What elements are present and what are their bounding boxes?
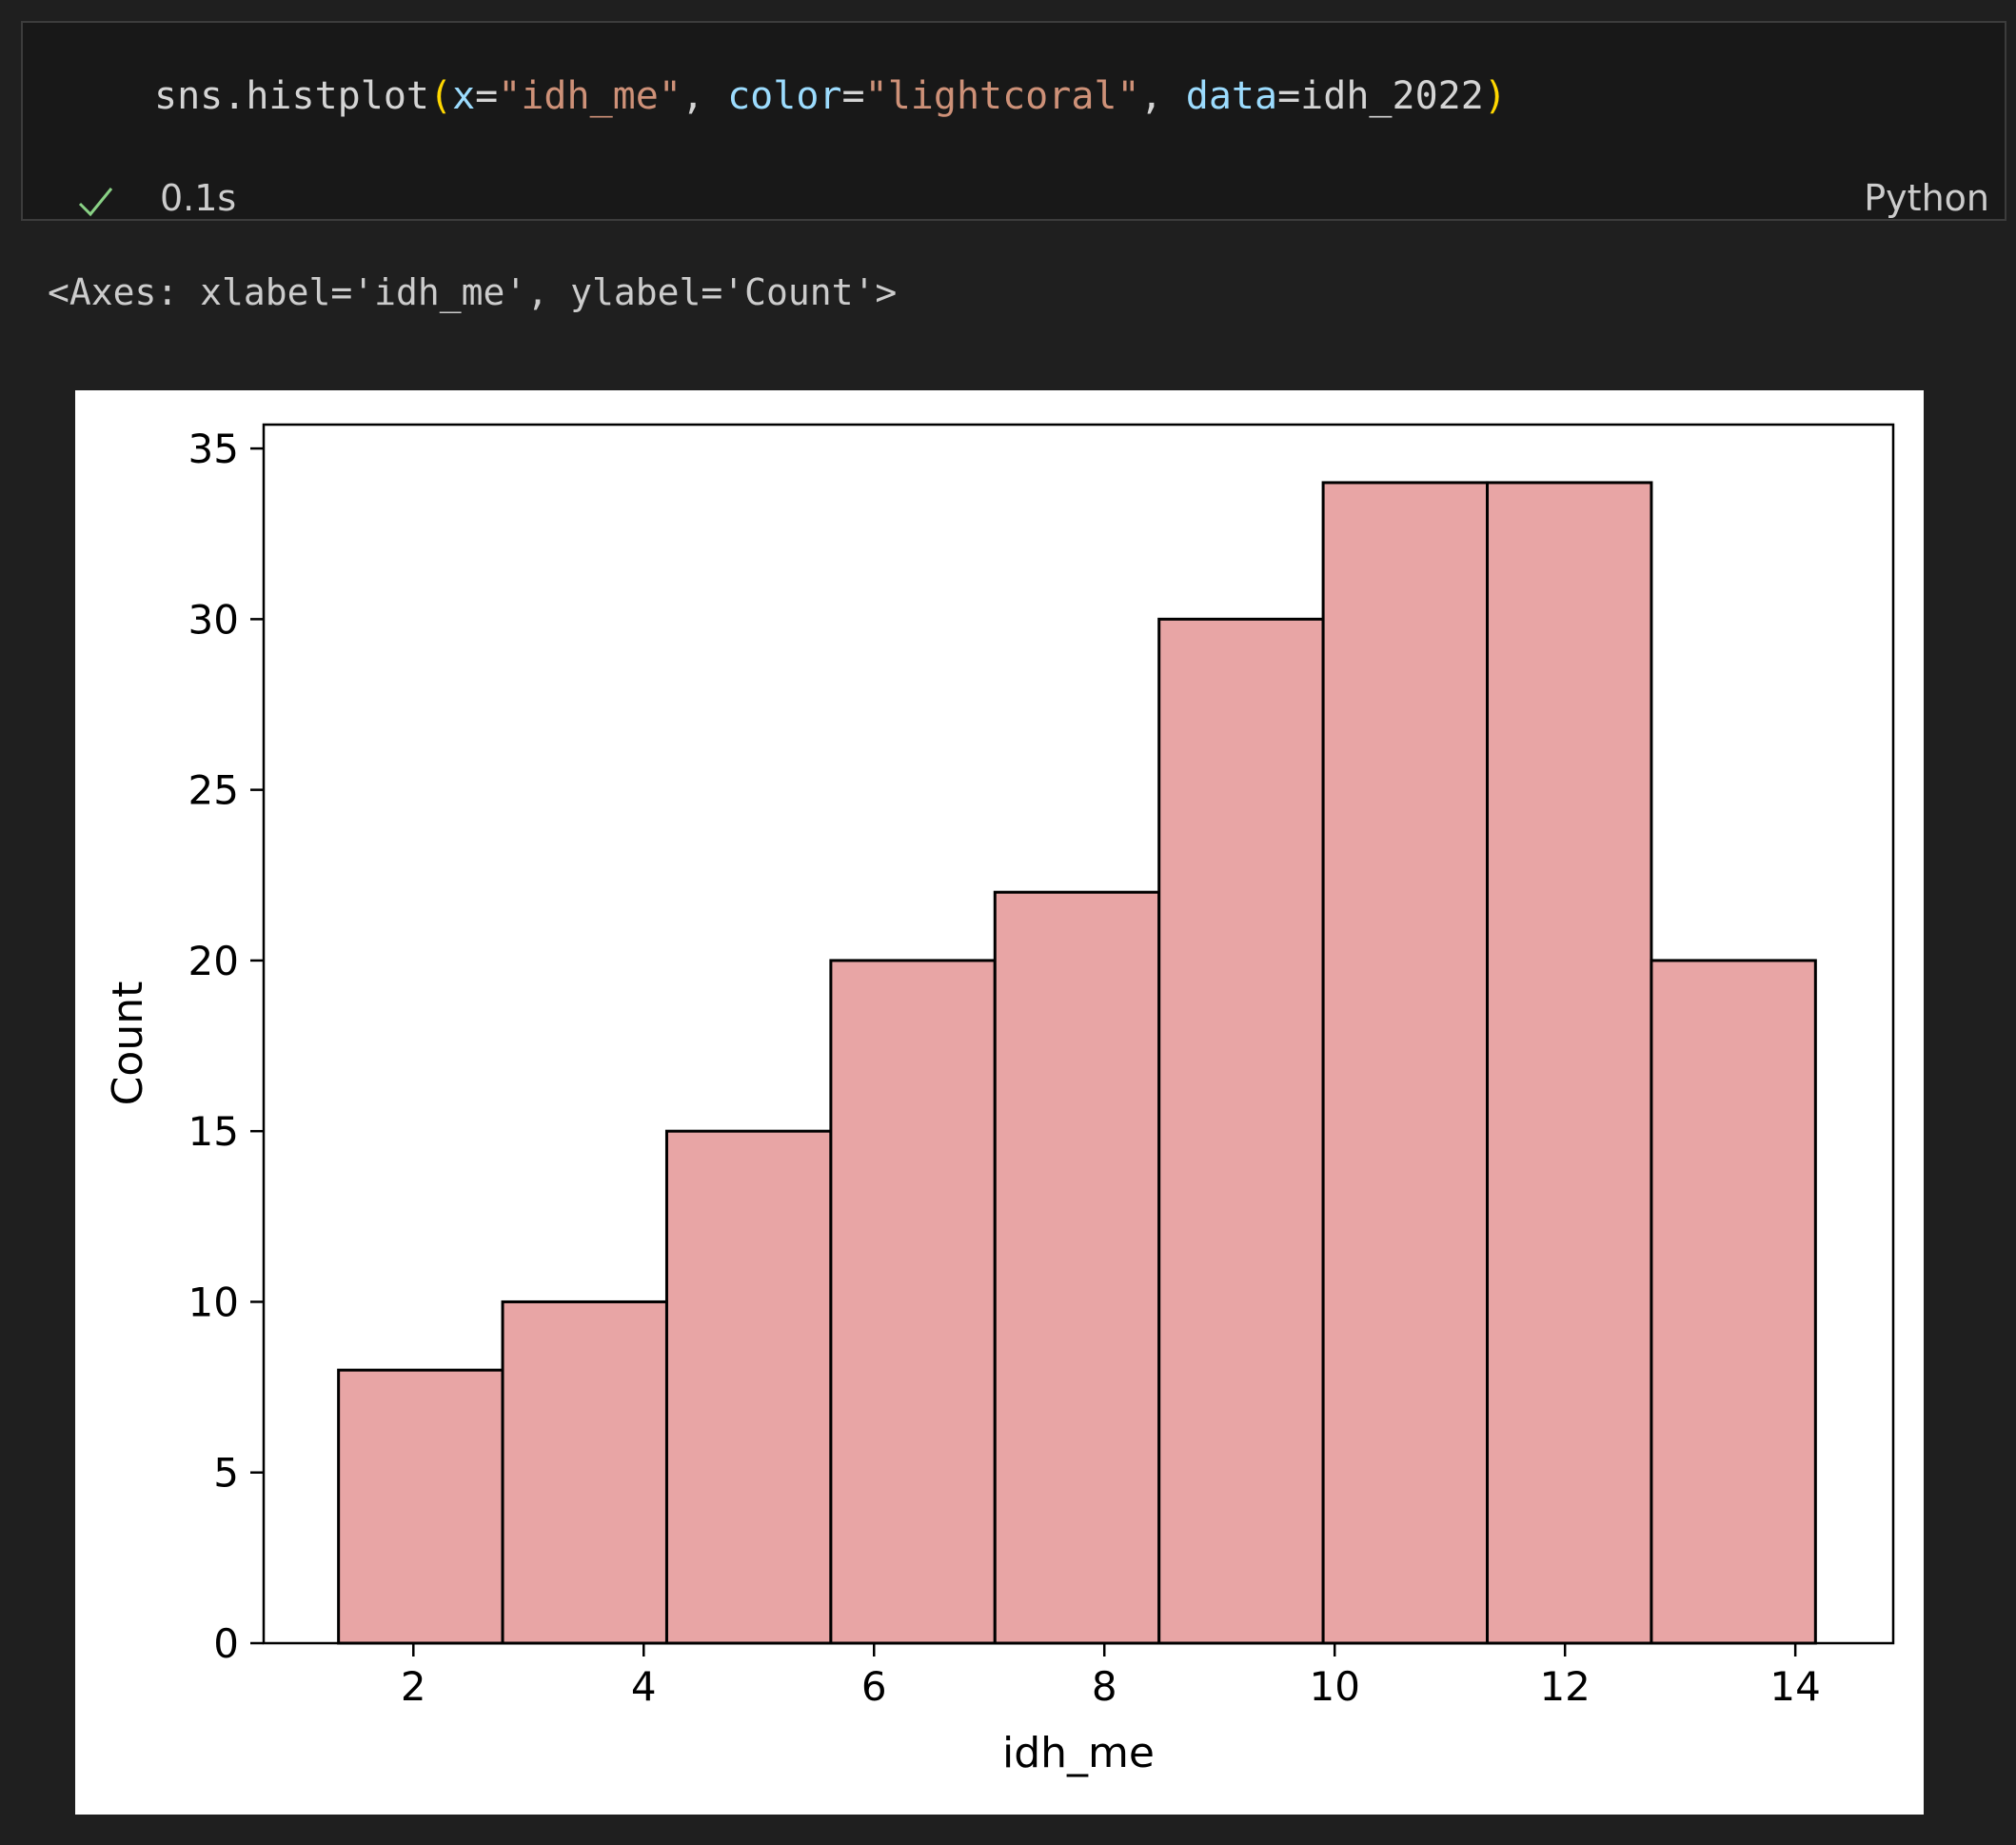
x-tick-label: 10 xyxy=(1309,1663,1359,1710)
code-token-param: color xyxy=(727,74,842,118)
code-token-default: = xyxy=(841,74,865,118)
x-tick-label: 8 xyxy=(1092,1663,1117,1710)
y-tick-label: 25 xyxy=(188,767,239,814)
x-tick-label: 6 xyxy=(861,1663,887,1710)
code-editor-line[interactable]: sns.histplot(x="idh_me", color="lightcor… xyxy=(154,72,1507,120)
x-axis-label: idh_me xyxy=(1002,1729,1155,1777)
x-tick-label: 4 xyxy=(631,1663,657,1710)
histogram-bar xyxy=(337,1368,504,1645)
code-token-param: data xyxy=(1185,74,1278,118)
code-token-paren: ) xyxy=(1483,74,1507,118)
code-token-paren: ( xyxy=(428,74,453,118)
histogram-bar xyxy=(664,1129,833,1645)
code-token-param: x xyxy=(452,74,476,118)
y-tick-label: 15 xyxy=(188,1108,239,1155)
y-tick-label: 0 xyxy=(213,1620,239,1667)
histogram-bar xyxy=(501,1299,668,1645)
cell-output-text: <Axes: xlabel='idh_me', ylabel='Count'> xyxy=(48,271,898,313)
histogram-plot: 2 4 6 8 10 12 14 0 5 10 15 20 25 30 35 idh_me Count xyxy=(75,390,1924,1815)
x-tick-label: 12 xyxy=(1539,1663,1590,1710)
code-token-default: =idh_2022 xyxy=(1277,74,1484,118)
histogram-bar xyxy=(1157,617,1325,1645)
code-token-default: , xyxy=(681,74,728,118)
y-tick-label: 10 xyxy=(188,1279,239,1325)
x-tick-label: 2 xyxy=(401,1663,426,1710)
check-icon xyxy=(78,188,113,217)
code-cell[interactable]: sns.histplot(x="idh_me", color="lightcor… xyxy=(21,21,2006,221)
histogram-chart: 2 4 6 8 10 12 14 0 5 10 15 20 25 30 35 idh_me Count xyxy=(104,423,1895,1777)
code-token-default: , xyxy=(1139,74,1186,118)
histogram-bar xyxy=(829,959,997,1645)
y-tick-label: 5 xyxy=(213,1450,239,1497)
histogram-bar xyxy=(1486,481,1653,1645)
histogram-bar xyxy=(1321,481,1490,1645)
y-tick-label: 30 xyxy=(188,596,239,643)
language-picker[interactable]: Python xyxy=(1864,177,1989,219)
y-tick-label: 35 xyxy=(188,426,239,472)
code-token-default: = xyxy=(475,74,499,118)
code-token-string: "idh_me" xyxy=(498,74,682,118)
x-tick-label: 14 xyxy=(1769,1663,1820,1710)
histogram-bar xyxy=(1650,959,1817,1645)
axes-frame xyxy=(262,423,1895,1645)
y-tick-label: 20 xyxy=(188,938,239,984)
histogram-bar xyxy=(993,890,1161,1645)
cell-status-bar: 0.1s Python xyxy=(23,177,2005,219)
y-axis-label: Count xyxy=(104,982,152,1106)
execution-time: 0.1s xyxy=(160,177,237,219)
code-token-default: sns.histplot xyxy=(154,74,429,118)
code-token-string: "lightcoral" xyxy=(864,74,1140,118)
